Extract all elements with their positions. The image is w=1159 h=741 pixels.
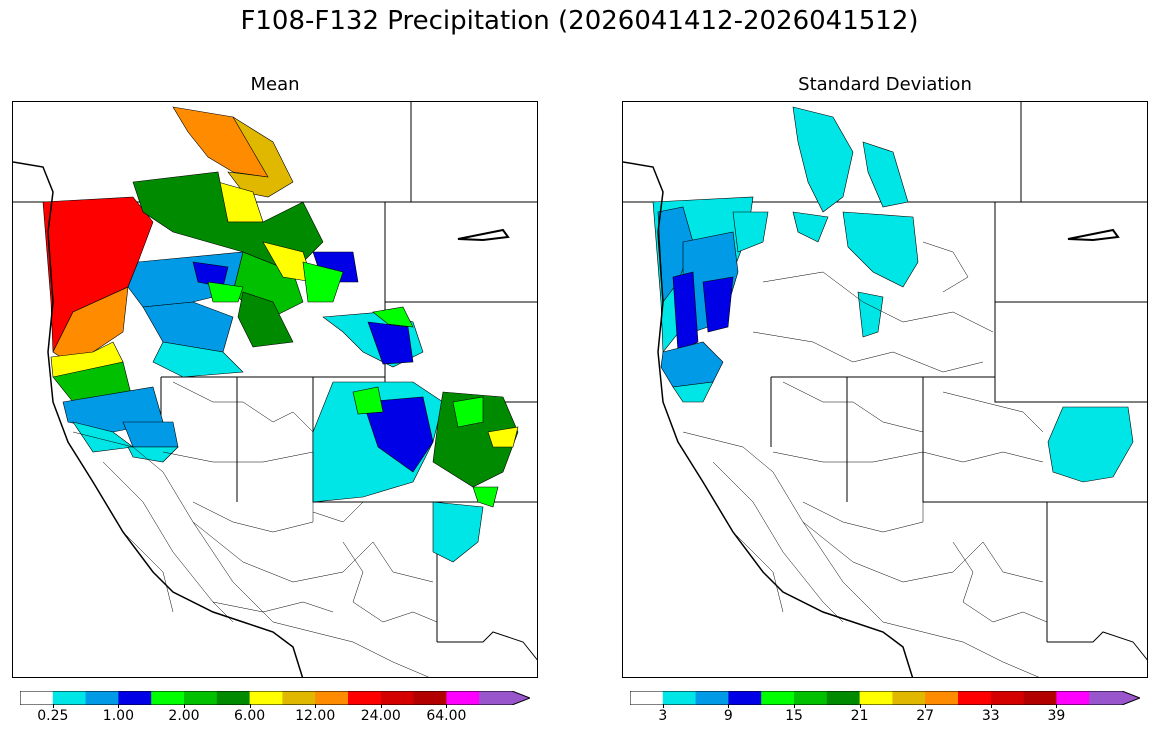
stddev-panel-title: Standard Deviation xyxy=(798,74,972,95)
colorbar-segment xyxy=(249,691,283,705)
colorbar-tick-mark xyxy=(249,704,251,708)
colorbar-segment xyxy=(892,691,926,705)
stddev-map-svg xyxy=(623,102,1147,677)
colorbar-segment xyxy=(315,691,349,705)
stddev-basin-outlines xyxy=(682,241,1048,677)
colorbar-segment xyxy=(662,691,697,705)
colorbar-tick-mark xyxy=(1056,704,1058,708)
colorbar-segment xyxy=(216,691,251,705)
colorbar-tick-mark xyxy=(925,704,927,708)
colorbar-segment xyxy=(348,691,382,705)
colorbar-tick-mark xyxy=(662,704,664,708)
colorbar-segment xyxy=(958,691,992,705)
colorbar-tick-label: 15 xyxy=(785,708,803,724)
colorbar-tick-mark xyxy=(118,704,120,708)
colorbar-segment xyxy=(118,691,152,705)
colorbar-tick-mark xyxy=(794,704,795,708)
colorbar-tick-mark xyxy=(990,704,992,708)
colorbar-segment xyxy=(826,691,861,705)
colorbar-tick-label: 2.00 xyxy=(168,708,200,724)
mean-map-svg xyxy=(13,102,537,677)
colorbar-segment xyxy=(990,691,1025,705)
colorbar-tick-label: 24.00 xyxy=(360,708,401,724)
colorbar-tick-label: 1.00 xyxy=(102,708,134,724)
colorbar-tick-mark xyxy=(859,704,861,708)
colorbar-tick-label: 9 xyxy=(723,708,733,724)
colorbar-segment xyxy=(380,691,415,705)
colorbar-tick-label: 6.00 xyxy=(234,708,266,724)
colorbar-segment xyxy=(1089,691,1123,705)
colorbar-segment xyxy=(794,691,828,705)
colorbar-segment xyxy=(859,691,893,705)
colorbar-segment xyxy=(20,691,54,705)
colorbar-segment xyxy=(728,691,762,705)
colorbar-segment xyxy=(1056,691,1090,705)
colorbar-segment xyxy=(630,691,664,705)
colorbar-segment xyxy=(184,691,218,705)
colorbar-tick-mark xyxy=(380,704,382,708)
colorbar-tick-mark xyxy=(184,704,185,708)
mean-map xyxy=(12,101,538,678)
mean-lake xyxy=(457,228,510,242)
colorbar-segment xyxy=(761,691,795,705)
colorbar-tick-mark xyxy=(728,704,730,708)
mean-colorbar-svg xyxy=(19,690,532,706)
colorbar-tick-label: 21 xyxy=(850,708,869,724)
mean-panel-title: Mean xyxy=(250,74,300,95)
colorbar-segment xyxy=(85,691,119,705)
colorbar-segment xyxy=(925,691,959,705)
stddev-map xyxy=(622,101,1148,678)
colorbar-segment xyxy=(479,691,513,705)
colorbar-extend-arrow xyxy=(512,691,530,705)
figure-title: F108-F132 Precipitation (2026041412-2026… xyxy=(240,6,919,36)
colorbar-tick-label: 27 xyxy=(916,708,935,724)
colorbar-segment xyxy=(151,691,185,705)
colorbar-segment xyxy=(446,691,480,705)
stddev-lake xyxy=(1067,228,1120,242)
colorbar-tick-label: 33 xyxy=(981,708,1000,724)
stddev-coastline xyxy=(623,161,914,677)
colorbar-tick-label: 39 xyxy=(1047,708,1066,724)
mean-basin-outlines xyxy=(72,381,438,677)
colorbar-tick-label: 12.00 xyxy=(295,708,336,724)
colorbar-tick-mark xyxy=(52,704,54,708)
colorbar-segment xyxy=(1023,691,1057,705)
stddev-basins xyxy=(652,106,1134,483)
colorbar-tick-label: 3 xyxy=(658,708,668,724)
colorbar-segment xyxy=(695,691,729,705)
colorbar-segment xyxy=(282,691,316,705)
colorbar-tick-mark xyxy=(446,704,448,708)
stddev-colorbar xyxy=(629,690,1142,706)
mean-coastline xyxy=(13,161,304,677)
colorbar-extend-arrow xyxy=(1122,691,1140,705)
mean-basins xyxy=(42,106,519,563)
mean-colorbar xyxy=(19,690,532,706)
colorbar-segment xyxy=(52,691,87,705)
colorbar-tick-label: 64.00 xyxy=(426,708,467,724)
colorbar-segment xyxy=(413,691,447,705)
colorbar-tick-mark xyxy=(315,704,317,708)
colorbar-tick-label: 0.25 xyxy=(37,708,69,724)
stddev-colorbar-svg xyxy=(629,690,1142,706)
